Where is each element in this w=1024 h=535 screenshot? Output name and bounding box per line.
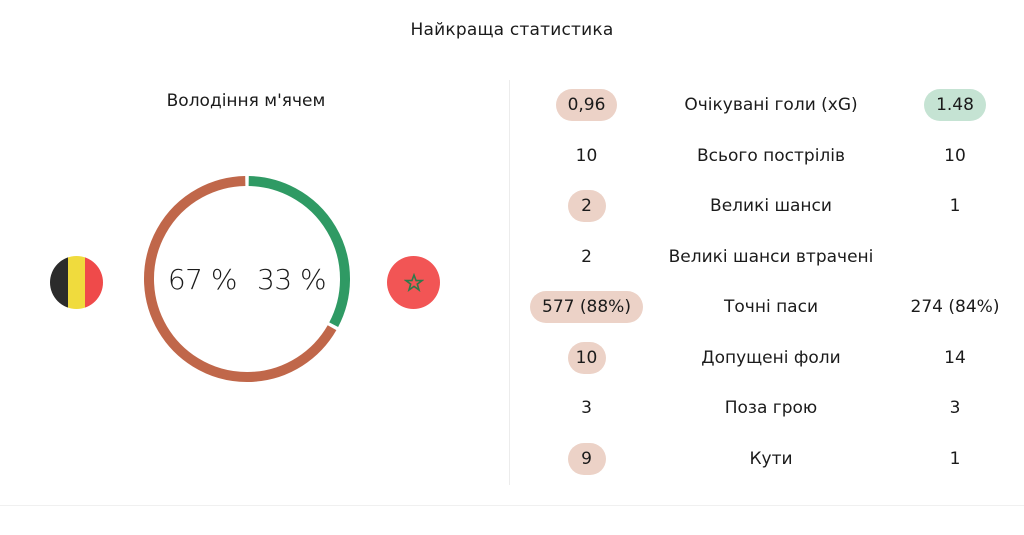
stat-home: 3 [525,383,648,434]
possession-away-value: 33 % [257,262,327,296]
stat-label: Допущені фоли [701,347,841,368]
stat-home: 2 [525,181,648,232]
stat-away-value: 3 [949,398,961,419]
stat-label: Великі шанси втрачені [668,246,874,267]
stat-row: 2 Великі шанси 1 [525,181,1015,232]
stat-away-value: 10 [944,145,966,166]
stat-label: Великі шанси [710,196,832,217]
stat-row: 10 Всього пострілів 10 [525,131,1015,182]
stat-row: 10 Допущені фоли 14 [525,333,1015,384]
stat-away-value: 1 [949,196,961,217]
stat-away [895,232,1015,283]
stat-home: 10 [525,333,648,384]
stat-row: 577 (88%) Точні паси 274 (84%) [525,282,1015,333]
flag-stripe-yellow [67,256,86,309]
stat-home-value: 2 [567,190,606,223]
possession-arc-home [144,176,337,382]
stat-label: Кути [749,448,793,469]
stat-home-value: 3 [581,398,592,419]
stat-home-value: 2 [581,246,592,267]
stat-away: 3 [895,383,1015,434]
morocco-flag-icon [387,256,440,309]
stat-home-value: 9 [567,442,606,475]
stat-home: 9 [525,434,648,485]
bottom-divider [0,505,1024,506]
stat-row: 9 Кути 1 [525,434,1015,485]
possession-donut-chart [144,176,351,382]
possession-values: 67 % 33 % [142,174,352,384]
section-title: Найкраща статистика [410,20,614,40]
stat-home-value: 10 [575,145,598,166]
stat-away: 1 [895,434,1015,485]
column-divider [509,80,510,485]
stat-label: Точні паси [724,297,818,318]
stat-label: Всього пострілів [696,145,846,166]
belgium-flag-icon [50,256,103,309]
star-icon [403,272,424,292]
stat-away: 10 [895,131,1015,182]
stat-away: 274 (84%) [895,282,1015,333]
stat-home: 577 (88%) [525,282,648,333]
possession-panel: Володіння м'ячем 67 % 33 % [0,0,510,490]
stat-row: 2 Великі шанси втрачені [525,232,1015,283]
stat-away: 1.48 [895,80,1015,131]
stat-home-value: 10 [567,341,606,374]
stat-away-value: 14 [944,347,966,368]
flag-star [403,272,424,292]
possession-title: Володіння м'ячем [166,91,326,111]
stat-away-value: 274 (84%) [910,297,1000,318]
stat-away-value [943,251,967,263]
stat-label: Очікувані голи (xG) [684,95,858,116]
stat-home: 0,96 [525,80,648,131]
stat-row: 0,96 Очікувані голи (xG) 1.48 [525,80,1015,131]
stat-home: 10 [525,131,648,182]
stat-home-value: 0,96 [555,89,618,122]
stat-away: 14 [895,333,1015,384]
stat-away-value: 1 [949,448,961,469]
stat-away-value: 1.48 [924,89,986,122]
stats-table: 0,96 Очікувані голи (xG) 1.48 10 Всього пост… [525,80,1015,484]
flag-stripe-black [50,256,68,309]
stat-row: 3 Поза грою 3 [525,383,1015,434]
stat-away: 1 [895,181,1015,232]
stat-home: 2 [525,232,648,283]
stat-label: Поза грою [724,398,818,419]
possession-arc-away [248,176,351,328]
stat-home-value: 577 (88%) [530,291,643,324]
possession-home-value: 67 % [167,262,238,296]
flag-stripe-red [85,256,103,309]
